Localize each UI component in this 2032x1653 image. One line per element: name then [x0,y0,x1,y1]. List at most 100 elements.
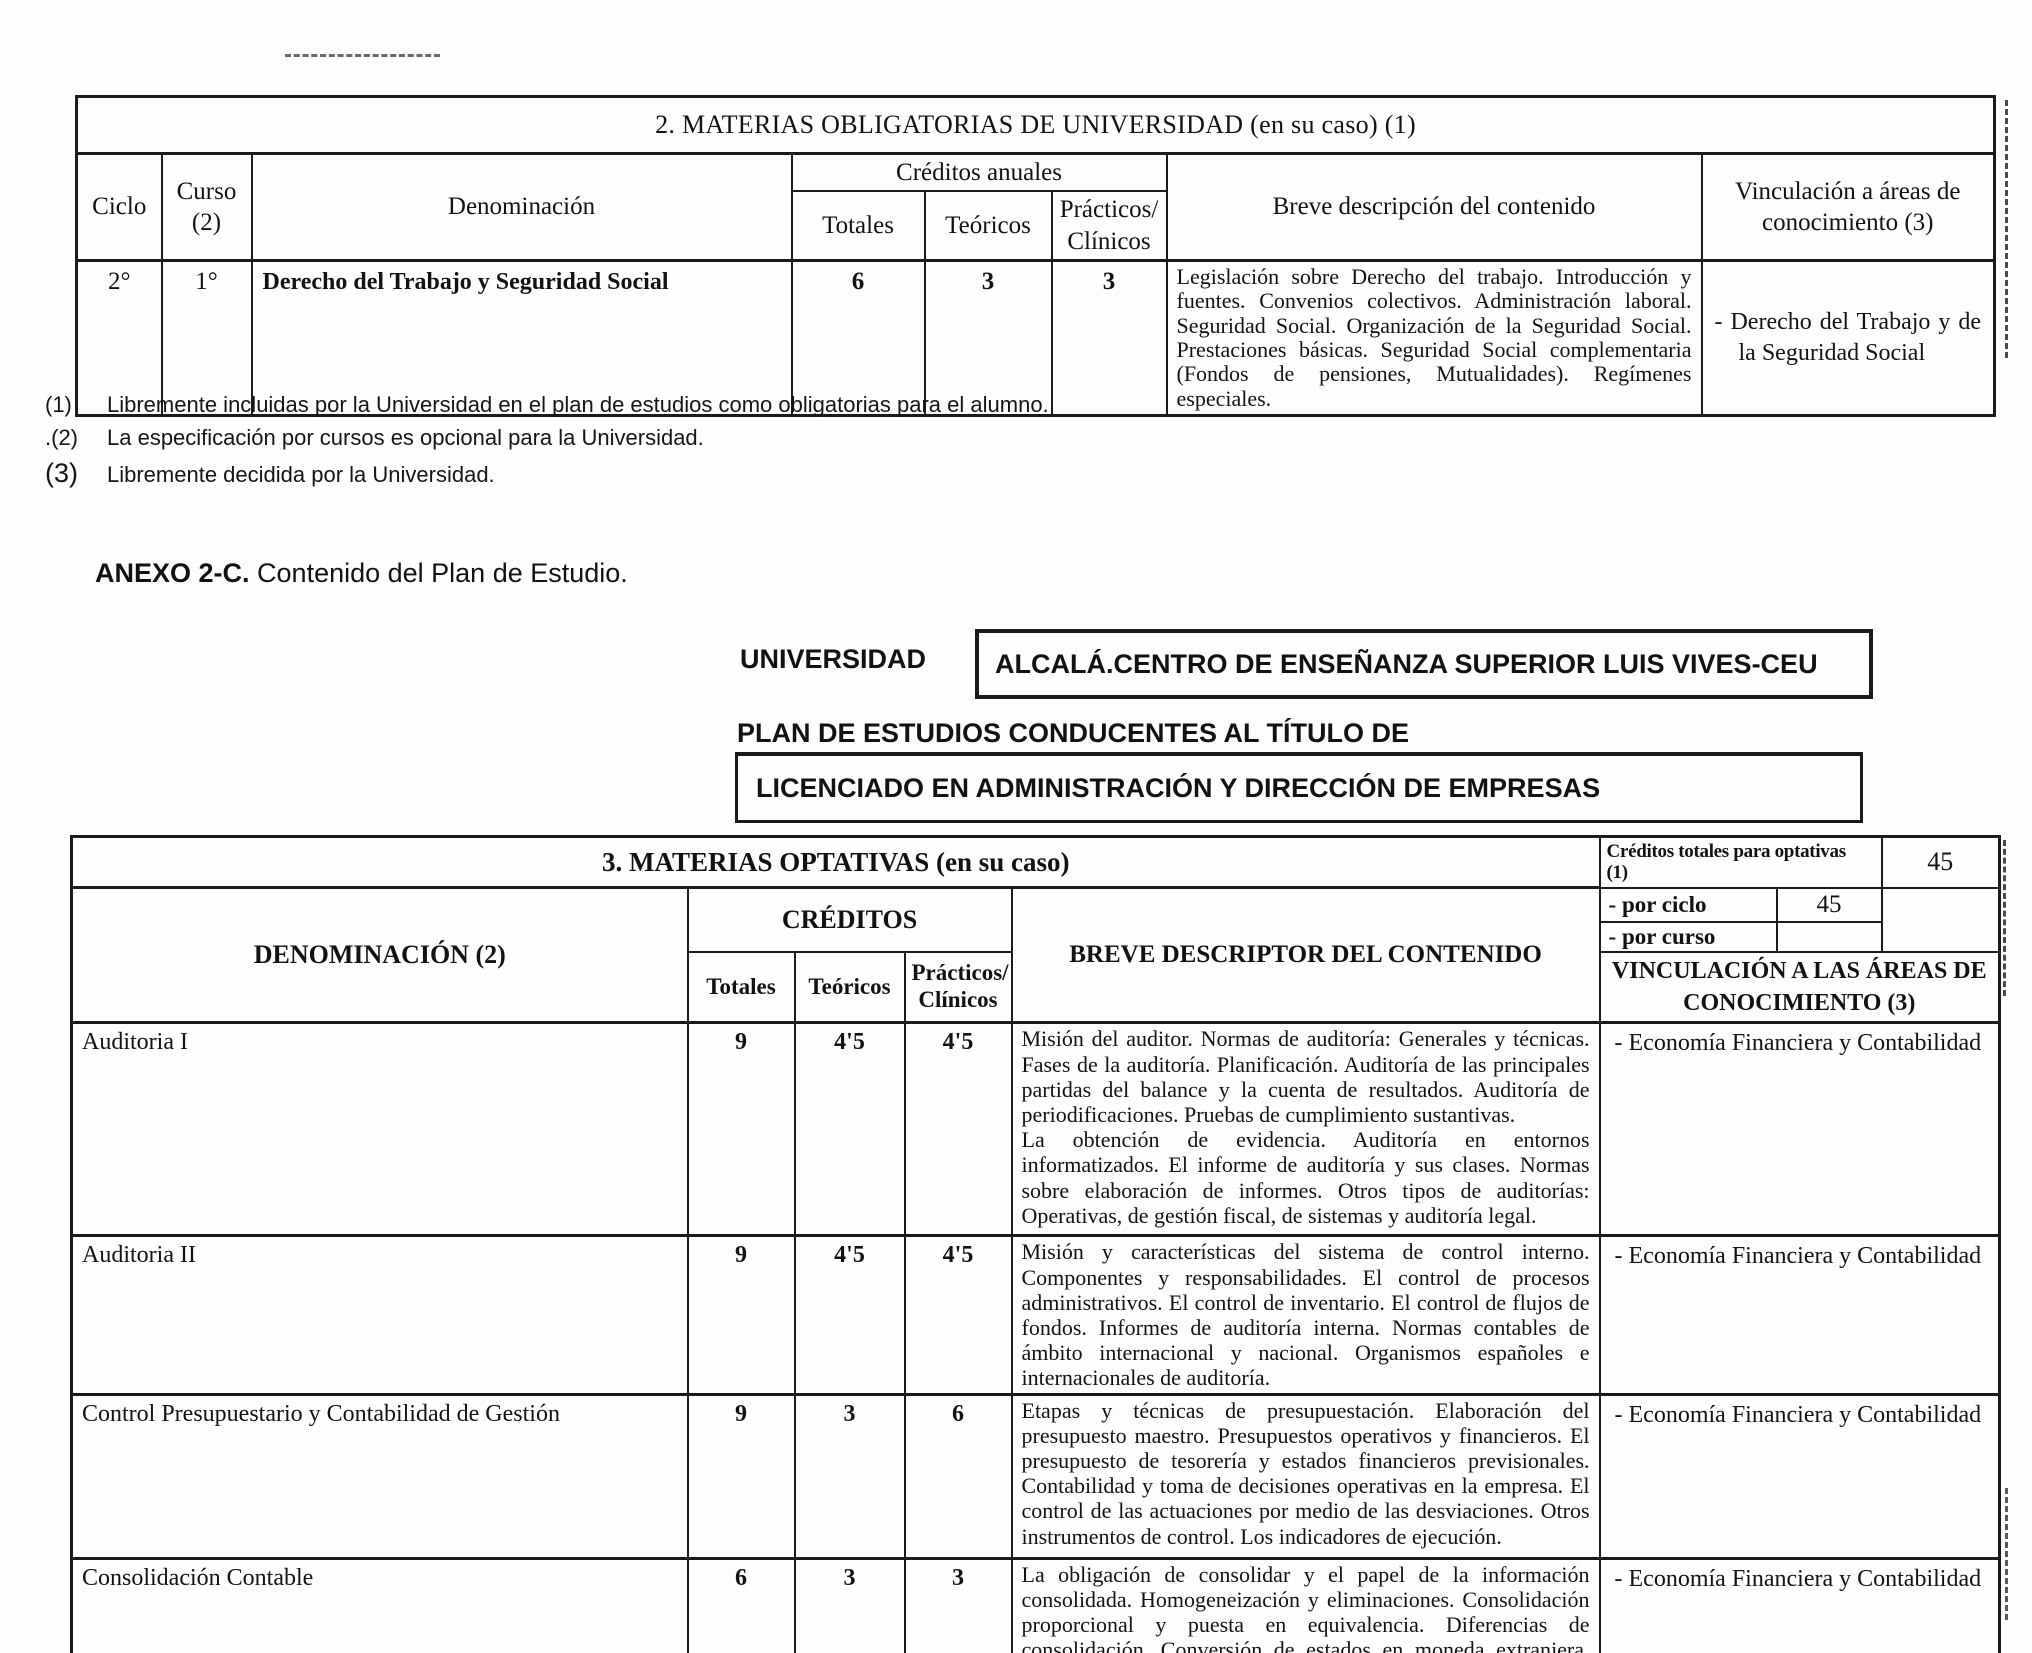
header-totales: Totales [790,190,926,262]
cell-vinculacion: - Economía Financiera y Contabilidad [1598,1021,2001,1237]
header-vinculacion: VINCULACIÓN A LAS ÁREAS DE CONOCIMIENTO … [1598,950,2001,1024]
scan-artifact-right-2 [2003,840,2006,996]
cell-teoricos: 3 [793,1556,906,1653]
cell-teoricos: 4'5 [793,1234,906,1396]
footnote-3: (3) Libremente decidida por la Universid… [45,458,1049,489]
header-creditos-anuales: Créditos anuales [790,152,1168,193]
plan-title-box: LICENCIADO EN ADMINISTRACIÓN Y DIRECCIÓN… [735,752,1863,823]
table-row: Ciclo Curso (2) Denominación Créditos an… [75,152,1996,262]
creditos-totales-value: 45 [1880,835,2001,889]
cell-totales: 9 [686,1392,796,1560]
cell-totales: 6 [686,1556,796,1653]
cell-teoricos: 3 [793,1392,906,1560]
footnote-1-text: Libremente incluidas por la Universidad … [107,392,1049,417]
vinculacion-text: - Economía Financiera y Contabilidad [1614,1565,1982,1592]
cell-teoricos: 4'5 [793,1021,906,1237]
materias-optativas-table: 3. MATERIAS OPTATIVAS (en su caso) Crédi… [70,835,2002,1653]
por-curso-value [1775,920,1883,953]
vinculacion-text: - Economía Financiera y Contabilidad [1614,1401,1982,1428]
cell-curso: 1° [160,258,253,417]
descriptor-paragraph: La obtención de evidencia. Auditoría en … [1021,1127,1590,1228]
footnote-3-text: Libremente decidida por la Universidad. [107,462,495,487]
table-row: Auditoria II 9 4'5 4'5 Misión y caracter… [70,1234,2001,1396]
cell-denominacion: Control Presupuestario y Contabilidad de… [70,1392,689,1560]
descriptor-paragraph: Misión y características del sistema de … [1021,1239,1590,1391]
footnote-2-number: .(2) [45,425,78,450]
plan-title-value: LICENCIADO EN ADMINISTRACIÓN Y DIRECCIÓN… [756,772,1601,803]
cell-descriptor: La obligación de consolidar y el papel d… [1010,1556,1601,1653]
cell-totales: 6 [790,258,926,417]
materias-obligatorias-table: 2. MATERIAS OBLIGATORIAS DE UNIVERSIDAD … [75,95,1996,418]
footnote-3-number: (3) [45,458,78,488]
cell-descriptor: Misión y características del sistema de … [1010,1234,1601,1396]
universidad-value: ALCALÁ.CENTRO DE ENSEÑANZA SUPERIOR LUIS… [995,648,1818,679]
cell-vinculacion: - Derecho del Trabajo y de la Seguridad … [1700,258,1996,417]
header-denominacion: DENOMINACIÓN (2) [70,886,689,1024]
table2-title: 3. MATERIAS OPTATIVAS (en su caso) [70,835,1601,890]
creditos-totales-label: Créditos totales para optativas (1) [1598,835,1883,889]
anexo-heading: ANEXO 2-C. Contenido del Plan de Estudio… [95,558,628,589]
cell-denominacion: Auditoria I [70,1021,689,1237]
table-row: Totales Teóricos Prácticos/ Clínicos [77,190,1995,262]
por-ciclo-label: - por ciclo [1598,886,1778,923]
cell-practicos: 3 [1050,258,1168,417]
cell-descriptor: Misión del auditor. Normas de auditoría:… [1010,1021,1601,1237]
header-teoricos: Teóricos [923,190,1053,262]
header-ciclo: Ciclo [75,152,163,262]
descriptor-paragraph: La obligación de consolidar y el papel d… [1021,1561,1590,1653]
table-row: DENOMINACIÓN (2) CRÉDITOS BREVE DESCRIPT… [70,886,2001,1024]
descriptor-paragraph: Misión del auditor. Normas de auditoría:… [1021,1026,1590,1127]
footnote-2-text: La especificación por cursos es opcional… [107,425,704,450]
table-row: - por curso [72,920,2000,953]
header-descripcion: Breve descripción del contenido [1165,152,1703,262]
cell-practicos: 3 [903,1556,1013,1653]
vinculacion-text: - Derecho del Trabajo y de la Seguridad … [1714,308,1982,366]
footnote-2: .(2) La especificación por cursos es opc… [45,425,1049,451]
vinculacion-text: - Economía Financiera y Contabilidad [1614,1243,1982,1270]
footnote-1-number: (1) [45,392,72,417]
cell-descripcion: Legislación sobre Derecho del trabajo. I… [1165,258,1703,417]
header-denominacion: Denominación [250,152,793,262]
por-ciclo-value: 45 [1775,886,1883,923]
vinculacion-text: - Economía Financiera y Contabilidad [1614,1030,1982,1057]
header-teoricos: Teóricos [793,950,906,1024]
cell-totales: 9 [686,1021,796,1237]
cell-descriptor: Etapas y técnicas de presupuestación. El… [1010,1392,1601,1560]
table-row: 2. MATERIAS OBLIGATORIAS DE UNIVERSIDAD … [75,95,1996,155]
universidad-label: UNIVERSIDAD [740,644,927,674]
header-totales: Totales [686,950,796,1024]
cell-vinculacion: - Economía Financiera y Contabilidad [1598,1234,2001,1396]
table-row: Auditoria I 9 4'5 4'5 Misión del auditor… [70,1021,2001,1237]
anexo-text: Contenido del Plan de Estudio. [249,558,628,588]
plan-label: PLAN DE ESTUDIOS CONDUCENTES AL TÍTULO D… [737,718,1410,748]
table-row: Consolidación Contable 6 3 3 La obligaci… [70,1556,2001,1653]
por-curso-label: - por curso [1598,920,1778,953]
anexo-label: ANEXO 2-C. [95,558,250,588]
cell-denominacion: Consolidación Contable [70,1556,689,1653]
table-row: 3. MATERIAS OPTATIVAS (en su caso) Crédi… [70,835,2001,890]
descriptor-paragraph: Etapas y técnicas de presupuestación. El… [1021,1397,1590,1549]
footnote-1: (1) Libremente incluidas por la Universi… [45,392,1049,418]
table1-title: 2. MATERIAS OBLIGATORIAS DE UNIVERSIDAD … [75,95,1996,155]
header-vinculacion: Vinculación a áreas de conocimiento (3) [1700,152,1996,262]
cell-vinculacion: - Economía Financiera y Contabilidad [1598,1392,2001,1560]
universidad-box: ALCALÁ.CENTRO DE ENSEÑANZA SUPERIOR LUIS… [975,629,1873,699]
cell-denominacion: Derecho del Trabajo y Seguridad Social [250,258,793,417]
header-descriptor: BREVE DESCRIPTOR DEL CONTENIDO [1010,886,1601,1024]
header-creditos: CRÉDITOS [686,886,1013,953]
cell-practicos: 6 [903,1392,1013,1560]
cell-teoricos: 3 [923,258,1053,417]
scan-artifact-right-3 [2005,1488,2008,1620]
cell-ciclo: 2° [75,258,163,417]
cell-denominacion: Auditoria II [70,1234,689,1396]
header-curso: Curso (2) [160,152,253,262]
scan-artifact-top [285,54,440,57]
table-row: Control Presupuestario y Contabilidad de… [70,1392,2001,1560]
header-practicos: Prácticos/ Clínicos [1050,190,1168,262]
header-practicos: Prácticos/ Clínicos [903,950,1013,1024]
scan-artifact-right-1 [2005,100,2008,358]
cell-vinculacion: - Economía Financiera y Contabilidad [1598,1556,2001,1653]
table-row: 2° 1° Derecho del Trabajo y Seguridad So… [75,258,1996,417]
cell-practicos: 4'5 [903,1234,1013,1396]
